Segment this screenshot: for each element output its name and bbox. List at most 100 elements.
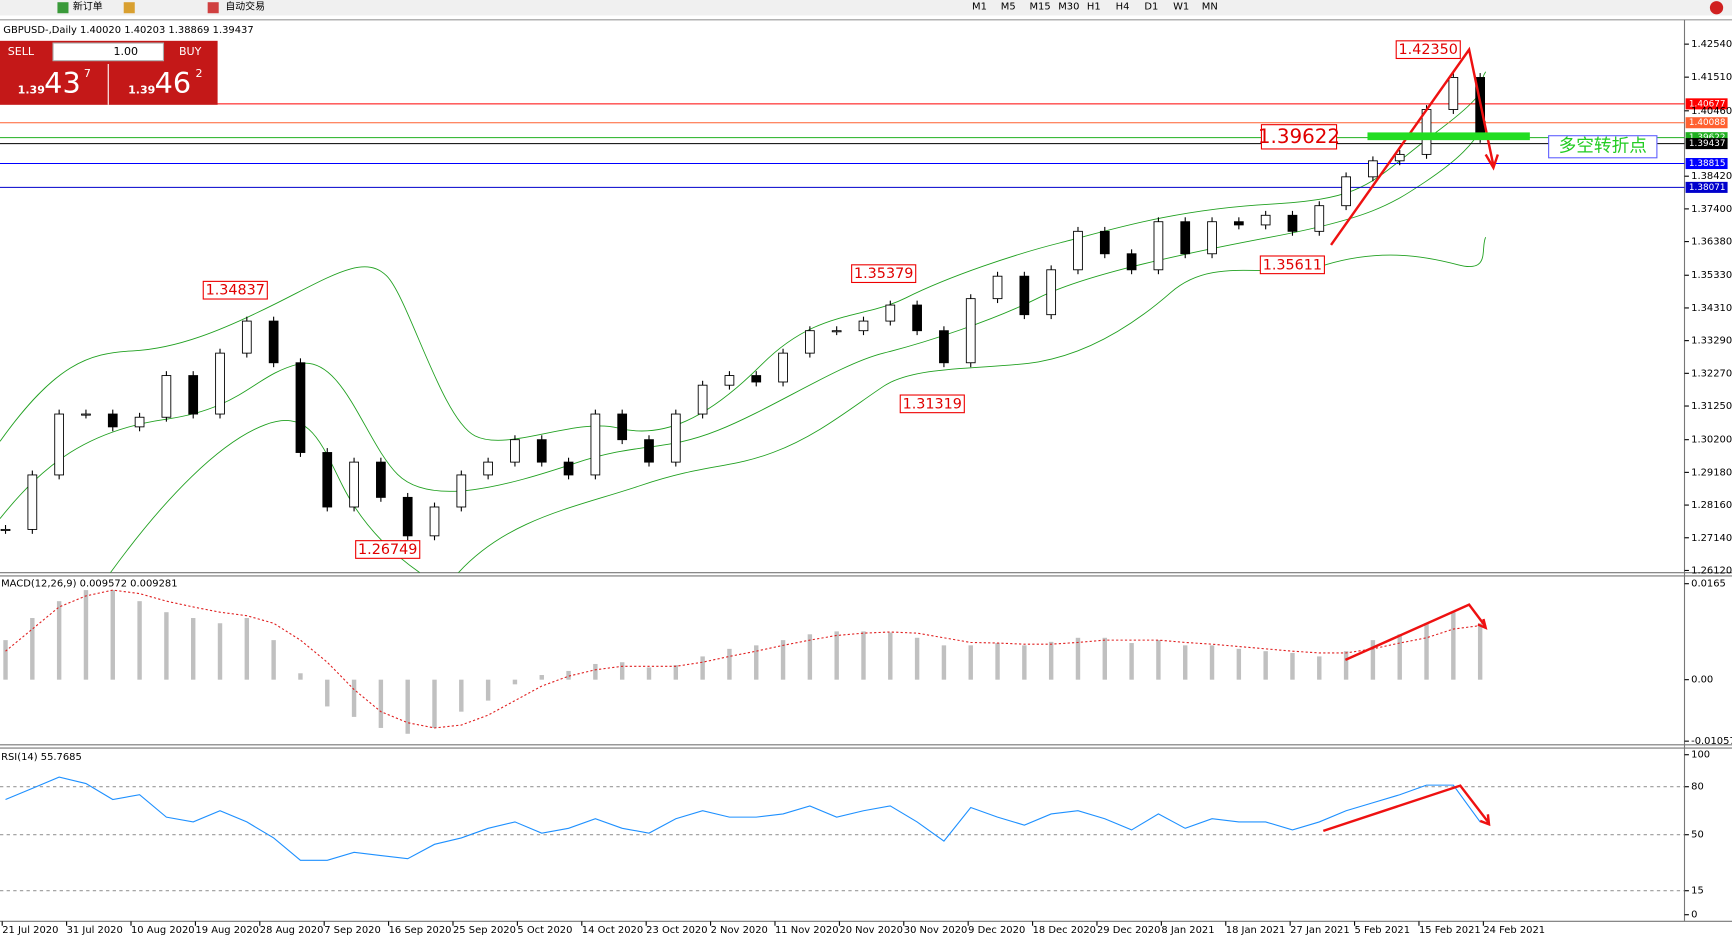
candle xyxy=(1019,275,1030,316)
x-tick-label: 27 Jan 2021 xyxy=(1290,925,1350,936)
price-annotations: 1.42350 1.39622 1.34837 1.35379 1.35611 … xyxy=(202,40,1461,559)
timeframe-button[interactable]: D1 xyxy=(1144,2,1158,13)
level-label: 1.38071 xyxy=(1689,183,1726,193)
annotation-box xyxy=(1259,255,1325,275)
candle xyxy=(1233,221,1244,226)
candle xyxy=(349,461,359,508)
macd-bar xyxy=(673,665,679,680)
timeframe-button[interactable]: M5 xyxy=(1001,2,1016,13)
candle xyxy=(241,320,252,354)
y-tick-label: 1.33290 xyxy=(1691,336,1732,347)
timeframe-button[interactable]: M30 xyxy=(1058,2,1079,13)
new-order-button[interactable]: 新订单 xyxy=(73,0,103,13)
ask-small[interactable]: 2 xyxy=(196,67,203,80)
sell-button[interactable]: SELL xyxy=(8,45,35,58)
macd-bar xyxy=(1183,645,1188,680)
candle xyxy=(644,439,654,463)
level-tag xyxy=(1685,98,1728,110)
bid-small[interactable]: 7 xyxy=(84,67,91,80)
annotation: 1.26749 xyxy=(358,542,417,558)
candle xyxy=(510,439,520,463)
annotation-box xyxy=(1395,40,1461,60)
buy-button[interactable]: BUY xyxy=(179,45,202,58)
timeframe-button[interactable]: M1 xyxy=(972,2,987,13)
rsi-line xyxy=(5,776,1481,861)
bid-big[interactable]: 43 xyxy=(44,66,81,100)
macd-bar xyxy=(512,679,518,685)
x-tick-label: 10 Aug 2020 xyxy=(131,925,195,936)
y-tick-label: -0.010571 xyxy=(1691,736,1732,747)
macd-bar xyxy=(566,670,571,680)
x-tick-label: 15 Feb 2021 xyxy=(1419,925,1481,936)
toolbar-icon[interactable] xyxy=(123,2,135,14)
candle xyxy=(1394,153,1405,162)
timeframe-button[interactable]: MN xyxy=(1202,2,1218,13)
candle xyxy=(965,298,976,364)
macd-bar xyxy=(110,590,115,680)
rsi-arrow xyxy=(1322,784,1491,833)
macd-bar xyxy=(1451,612,1456,680)
x-tick-label: 24 Feb 2021 xyxy=(1483,925,1545,936)
macd-bar xyxy=(619,662,625,680)
one-click-trading: SELL 1.00 BUY 1.39 43 7 1.39 46 2 xyxy=(0,40,218,105)
x-tick-label: 28 Aug 2020 xyxy=(260,925,324,936)
bid-prefix[interactable]: 1.39 xyxy=(18,83,45,96)
y-tick-label: 1.28160 xyxy=(1691,500,1732,511)
macd-bar xyxy=(1102,637,1108,680)
candle xyxy=(376,461,386,498)
x-tick-label: 14 Oct 2020 xyxy=(582,925,643,936)
macd-bar xyxy=(968,645,973,680)
macd-bar xyxy=(351,679,357,717)
candle xyxy=(1207,221,1217,255)
alert-icon[interactable] xyxy=(1709,1,1724,15)
level-tag xyxy=(1685,181,1728,193)
macd-bar xyxy=(459,679,464,712)
candle xyxy=(188,375,199,415)
level-label: 1.40677 xyxy=(1689,99,1726,109)
macd-bar xyxy=(1022,645,1027,680)
new-order-icon[interactable] xyxy=(57,2,69,14)
y-tick-label: 1.42540 xyxy=(1691,39,1732,50)
x-tick-label: 21 Jul 2020 xyxy=(2,925,58,936)
lower-band xyxy=(110,237,1487,574)
auto-trading-button[interactable]: 自动交易 xyxy=(225,0,265,13)
ask-big[interactable]: 46 xyxy=(155,66,192,100)
lot-input[interactable] xyxy=(52,42,165,62)
candle xyxy=(1180,221,1191,255)
rsi-panel xyxy=(0,776,1685,892)
y-tick-label: 1.35330 xyxy=(1691,270,1732,281)
macd-bar xyxy=(861,631,866,680)
x-tick-label: 2 Nov 2020 xyxy=(711,925,768,936)
pivot-note: 多空转折点 xyxy=(1559,136,1647,157)
pivot-bar xyxy=(1367,132,1530,141)
middle-band xyxy=(0,121,1487,519)
timeframe-button[interactable]: W1 xyxy=(1173,2,1189,13)
x-tick-label: 23 Oct 2020 xyxy=(646,925,707,936)
y-tick-label: 1.40460 xyxy=(1691,106,1732,117)
candle xyxy=(992,275,1003,300)
y-tick-label: 80 xyxy=(1691,782,1704,793)
candle xyxy=(1099,230,1110,255)
trend-arrows xyxy=(1322,46,1499,833)
auto-trading-icon[interactable] xyxy=(207,2,219,14)
macd-arrow xyxy=(1344,603,1488,661)
timeframe-button[interactable]: M15 xyxy=(1029,2,1050,13)
lot-value[interactable]: 1.00 xyxy=(113,45,138,58)
y-tick-label: 1.37400 xyxy=(1691,204,1732,215)
ask-prefix[interactable]: 1.39 xyxy=(128,83,155,96)
y-tick-label: 1.29180 xyxy=(1691,467,1732,478)
candle xyxy=(134,416,145,428)
x-tick-label: 29 Dec 2020 xyxy=(1097,925,1160,936)
timeframe-button[interactable]: H4 xyxy=(1116,2,1130,13)
macd-bar xyxy=(190,618,196,680)
timeframe-button[interactable]: H1 xyxy=(1087,2,1101,13)
candle xyxy=(456,474,467,508)
macd-bar xyxy=(1290,652,1295,680)
candle xyxy=(295,362,306,453)
level-tag xyxy=(1685,117,1728,129)
macd-bar xyxy=(754,645,759,680)
x-tick-label: 31 Jul 2020 xyxy=(67,925,123,936)
chart-header: GBPUSD-,Daily 1.40020 1.40203 1.38869 1.… xyxy=(3,25,253,36)
macd-bar xyxy=(405,679,410,734)
macd-label: MACD(12,26,9) 0.009572 0.009281 xyxy=(1,579,177,590)
